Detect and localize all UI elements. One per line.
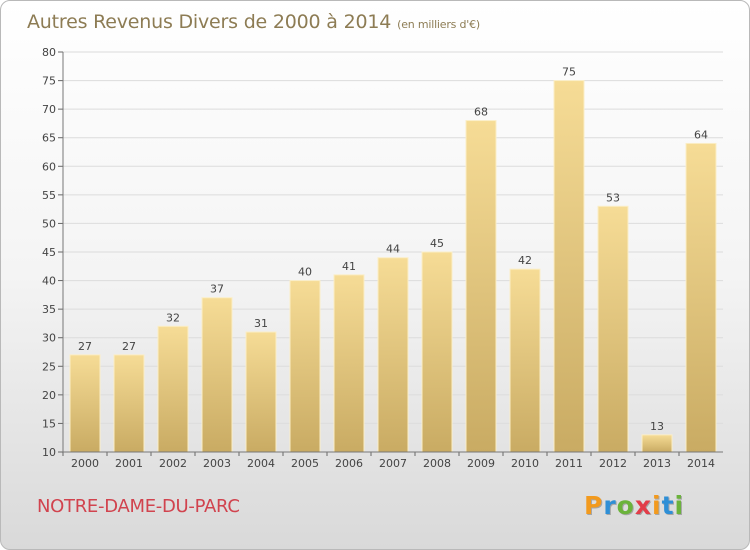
bar-2004 (245, 331, 277, 453)
x-tick-label: 2001 (115, 457, 143, 470)
chart-title-text: Autres Revenus Divers de 2000 à 2014 (27, 11, 392, 33)
y-tick-label: 25 (42, 360, 56, 373)
x-tick-label: 2002 (159, 457, 187, 470)
data-label: 41 (342, 260, 356, 273)
x-tick-label: 2004 (247, 457, 275, 470)
data-label: 13 (650, 420, 664, 433)
logo-letter: x (634, 491, 652, 520)
bar-2002 (157, 325, 189, 453)
y-tick-label: 80 (42, 46, 56, 59)
x-tick-label: 2009 (467, 457, 495, 470)
y-tick-labels: 10 15 20 25 30 35 40 45 50 55 60 65 70 75 80 (42, 46, 56, 459)
bar-2010 (509, 268, 541, 453)
y-tick-label: 45 (42, 246, 56, 259)
bar-2014 (685, 142, 717, 453)
y-tick-label: 55 (42, 189, 56, 202)
data-label: 42 (518, 254, 532, 267)
data-label: 37 (210, 283, 224, 296)
y-tick-label: 30 (42, 332, 56, 345)
bar-2005 (289, 280, 321, 453)
data-label: 68 (474, 106, 488, 119)
x-tick-label: 2014 (687, 457, 715, 470)
data-label: 64 (694, 128, 708, 141)
data-label: 27 (122, 340, 136, 353)
x-tick-label: 2012 (599, 457, 627, 470)
bar-2008 (421, 251, 453, 453)
bar-2009 (465, 120, 497, 453)
logo-letter: t (661, 491, 675, 520)
bars (69, 80, 717, 453)
chart-title: Autres Revenus Divers de 2000 à 2014 (en … (27, 11, 480, 33)
data-label: 32 (166, 311, 180, 324)
y-tick-label: 75 (42, 75, 56, 88)
x-tick-label: 2007 (379, 457, 407, 470)
y-tick-label: 70 (42, 103, 56, 116)
x-tick-label: 2008 (423, 457, 451, 470)
logo-letter: i (674, 491, 685, 520)
y-tick-label: 15 (42, 417, 56, 430)
y-tick-label: 50 (42, 217, 56, 230)
data-label: 40 (298, 266, 312, 279)
y-tick-label: 35 (42, 303, 56, 316)
x-tick-label: 2006 (335, 457, 363, 470)
bar-2011 (553, 80, 585, 453)
x-tick-label: 2005 (291, 457, 319, 470)
bar-2006 (333, 274, 365, 453)
y-tick-label: 10 (42, 446, 56, 459)
x-tick-labels: 2000 2001 2002 2003 2004 2005 2006 2007 2008 2009… (71, 457, 715, 470)
x-tick-label: 2013 (643, 457, 671, 470)
bar-2013 (641, 434, 673, 453)
bar-2003 (201, 297, 233, 453)
data-label: 44 (386, 243, 400, 256)
x-tick-label: 2011 (555, 457, 583, 470)
data-label: 45 (430, 237, 444, 250)
bar-2007 (377, 257, 409, 453)
x-tick-label: 2010 (511, 457, 539, 470)
x-tick-label: 2003 (203, 457, 231, 470)
data-label: 31 (254, 317, 268, 330)
data-label: 75 (562, 66, 576, 79)
y-tick-label: 65 (42, 132, 56, 145)
y-tick-label: 60 (42, 160, 56, 173)
y-tick-label: 20 (42, 389, 56, 402)
bar-2001 (113, 354, 145, 453)
data-label: 53 (606, 191, 620, 204)
logo-letter: P (584, 491, 604, 520)
chart-subtitle: (en milliers d'€) (397, 18, 481, 31)
logo-letter: i (652, 491, 662, 520)
data-labels: 27 27 32 37 31 40 41 44 45 68 42 75 53 13 64 (78, 66, 708, 433)
bar-2000 (69, 354, 101, 453)
commune-name: NOTRE-DAME-DU-PARC (37, 496, 240, 517)
axes (58, 51, 723, 456)
data-label: 27 (78, 340, 92, 353)
logo-letter: o (616, 491, 635, 520)
logo-letter: r (603, 491, 617, 520)
y-tick-label: 40 (42, 275, 56, 288)
x-tick-label: 2000 (71, 457, 99, 470)
proxiti-logo: Proxiti (584, 491, 684, 520)
bar-2012 (597, 205, 629, 453)
